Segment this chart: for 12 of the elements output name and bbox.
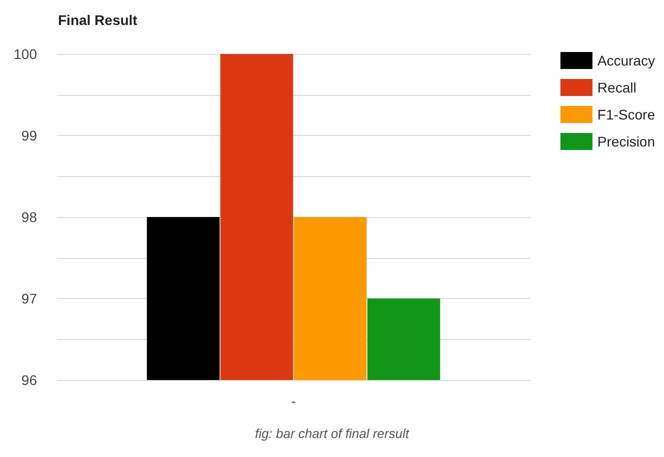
x-tick-label: - [291,393,296,409]
chart-title: Final Result [58,12,138,28]
legend-label: Precision [597,134,656,150]
y-tick-label: 96 [21,372,38,388]
y-tick-label: 98 [21,209,38,225]
y-tick-label: 99 [21,128,38,144]
legend-label: F1-Score [597,106,656,122]
legend-label: Recall [597,80,636,96]
legend-label: Accuracy [597,52,655,68]
text: fig: bar chart of final rersult [255,426,410,441]
y-tick-label: 97 [21,290,38,306]
y-tick-label: 100 [14,46,38,62]
